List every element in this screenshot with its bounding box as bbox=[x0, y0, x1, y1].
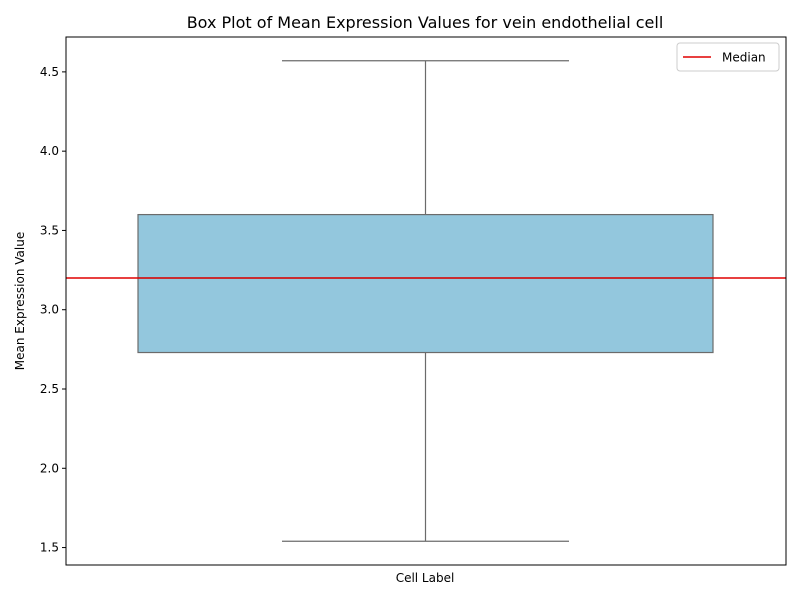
y-tick-label: 1.5 bbox=[40, 541, 59, 555]
chart-title: Box Plot of Mean Expression Values for v… bbox=[187, 13, 664, 32]
legend-box bbox=[676, 42, 780, 72]
x-axis-label: Cell Label bbox=[396, 571, 455, 585]
y-tick-label: 2.0 bbox=[40, 461, 59, 475]
plot-area: 1.5 2.0 2.5 3.0 3.5 4.0 4.5 Median bbox=[40, 36, 787, 566]
legend-median-label: Median bbox=[722, 51, 766, 65]
y-tick-label: 3.5 bbox=[40, 223, 59, 237]
y-tick-label: 2.5 bbox=[40, 382, 59, 396]
box-iqr bbox=[137, 213, 714, 354]
y-tick-label: 4.5 bbox=[40, 65, 59, 79]
plot-frame bbox=[65, 36, 787, 566]
y-tick-label: 4.0 bbox=[40, 144, 59, 158]
y-axis-label: Mean Expression Value bbox=[13, 232, 27, 370]
y-tick-label: 3.0 bbox=[40, 303, 59, 317]
